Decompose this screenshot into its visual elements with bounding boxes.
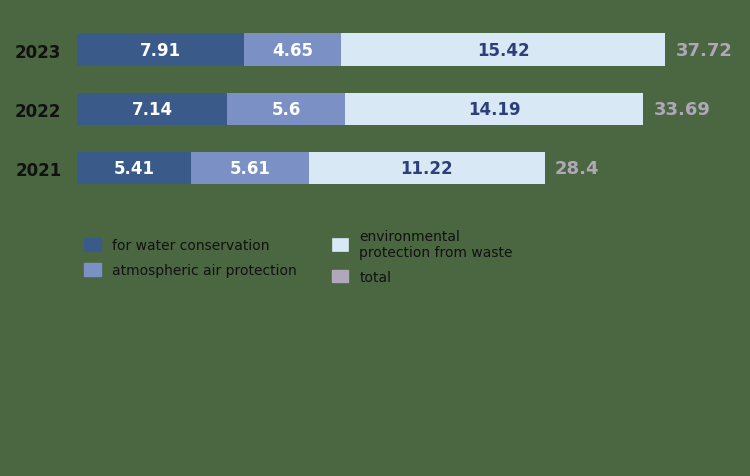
Bar bbox=[77, 34, 244, 67]
Bar bbox=[77, 93, 227, 126]
Bar bbox=[341, 34, 665, 67]
Bar bbox=[191, 152, 309, 185]
Bar bbox=[227, 93, 345, 126]
Text: 28.4: 28.4 bbox=[555, 160, 599, 178]
Bar bbox=[309, 152, 544, 185]
Bar bbox=[244, 34, 341, 67]
Text: 5.61: 5.61 bbox=[230, 160, 270, 178]
Text: 11.22: 11.22 bbox=[400, 160, 453, 178]
Bar bbox=[345, 93, 643, 126]
Text: 5.6: 5.6 bbox=[272, 100, 301, 119]
Legend: for water conservation, atmospheric air protection, environmental
protection fro: for water conservation, atmospheric air … bbox=[84, 229, 513, 284]
Text: 33.69: 33.69 bbox=[653, 100, 710, 119]
Text: 7.91: 7.91 bbox=[140, 41, 181, 60]
Bar bbox=[77, 152, 191, 185]
Text: 7.14: 7.14 bbox=[132, 100, 173, 119]
Text: 5.41: 5.41 bbox=[114, 160, 154, 178]
Text: 4.65: 4.65 bbox=[272, 41, 313, 60]
Text: 15.42: 15.42 bbox=[477, 41, 530, 60]
Text: 37.72: 37.72 bbox=[676, 41, 733, 60]
Text: 14.19: 14.19 bbox=[468, 100, 520, 119]
